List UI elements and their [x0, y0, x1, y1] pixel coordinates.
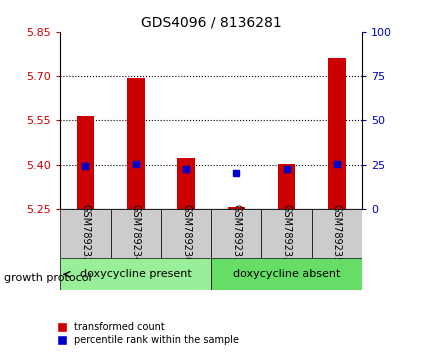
Bar: [261, 209, 311, 258]
Text: GSM789232: GSM789232: [80, 204, 90, 263]
Bar: [60, 258, 211, 290]
Title: GDS4096 / 8136281: GDS4096 / 8136281: [141, 15, 281, 29]
Legend: transformed count, percentile rank within the sample: transformed count, percentile rank withi…: [48, 319, 243, 349]
Bar: [211, 258, 361, 290]
Text: GSM789236: GSM789236: [181, 204, 190, 263]
Text: GSM789231: GSM789231: [231, 204, 241, 263]
Text: GSM789234: GSM789234: [130, 204, 141, 263]
Bar: [327, 58, 345, 209]
Bar: [111, 209, 160, 258]
Bar: [177, 158, 194, 209]
Text: doxycycline present: doxycycline present: [80, 269, 191, 279]
Bar: [60, 209, 111, 258]
Bar: [227, 206, 245, 209]
Text: doxycycline absent: doxycycline absent: [232, 269, 340, 279]
Bar: [127, 79, 144, 209]
Text: growth protocol: growth protocol: [4, 273, 92, 283]
Text: GSM789233: GSM789233: [281, 204, 291, 263]
Text: GSM789235: GSM789235: [331, 204, 341, 263]
Bar: [77, 116, 94, 209]
Bar: [211, 209, 261, 258]
Bar: [311, 209, 361, 258]
Bar: [160, 209, 211, 258]
Bar: [277, 164, 295, 209]
